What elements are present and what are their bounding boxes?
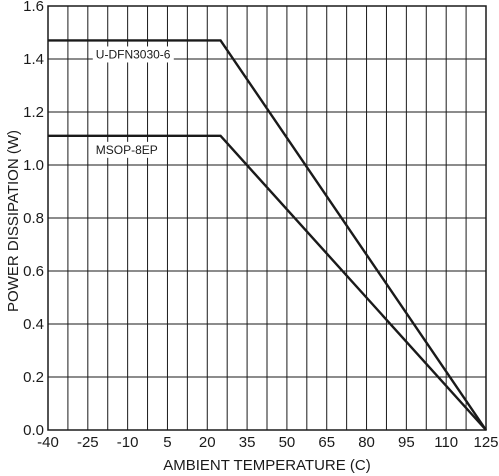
x-tick-label: 50 — [279, 434, 296, 451]
x-tick-label: -10 — [117, 434, 139, 451]
y-axis-label: POWER DISSIPATION (W) — [5, 130, 22, 312]
y-tick-label: 0.6 — [23, 263, 44, 280]
x-tick-label: 80 — [358, 434, 375, 451]
x-tick-label: -40 — [37, 434, 59, 451]
x-tick-label: 65 — [318, 434, 335, 451]
y-tick-label: 0.4 — [23, 316, 44, 333]
series-label-background — [92, 46, 174, 63]
x-axis-label: AMBIENT TEMPERATURE (C) — [163, 457, 371, 474]
series-line-msop-8ep — [48, 134, 487, 431]
series-lines — [48, 39, 487, 431]
x-tick-label: -25 — [77, 434, 99, 451]
x-tick-label: 125 — [473, 434, 498, 451]
tick-labels: -40 -25 -10 5 20 35 50 65 80 95 110 125 0.0 0.2 0.4 0.6… — [23, 0, 498, 451]
y-tick-label: 1.4 — [23, 51, 44, 68]
y-tick-label: 0.0 — [23, 422, 44, 439]
y-tick-label: 1.2 — [23, 104, 44, 121]
y-tick-label: 0.8 — [23, 210, 44, 227]
y-tick-label: 1.6 — [23, 0, 44, 15]
x-tick-label: 5 — [163, 434, 171, 451]
y-tick-label: 1.0 — [23, 157, 44, 174]
series-line-u-dfn3030-6 — [48, 39, 487, 431]
x-tick-label: 35 — [239, 434, 256, 451]
y-tick-label: 0.2 — [23, 369, 44, 386]
grid — [47, 5, 487, 431]
x-tick-label: 95 — [398, 434, 415, 451]
series-label-background — [92, 141, 161, 158]
series-label: U-DFN3030-6 — [96, 47, 171, 61]
x-tick-label: 20 — [199, 434, 216, 451]
plot-frame — [47, 5, 487, 431]
series-label: MSOP-8EP — [96, 143, 158, 157]
series-labels: U-DFN3030-6 MSOP-8EP — [92, 46, 174, 158]
x-tick-label: 110 — [434, 434, 458, 451]
